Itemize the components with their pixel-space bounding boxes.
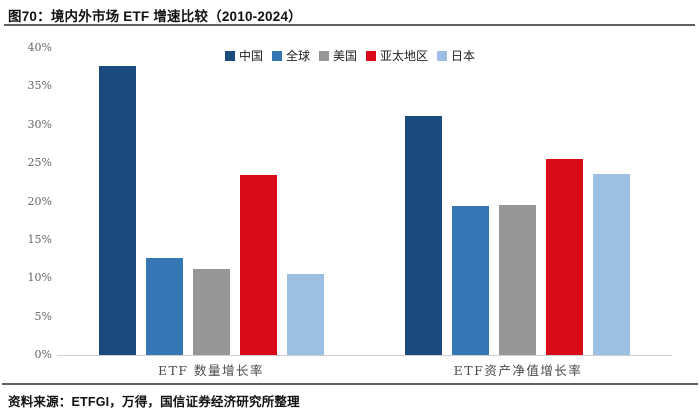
legend-item: 亚太地区: [366, 47, 428, 64]
footer-divider: [2, 383, 698, 385]
legend-item: 全球: [271, 47, 310, 64]
x-axis-label: ETF资产净值增长率: [453, 363, 583, 378]
legend-swatch: [437, 50, 448, 61]
title-divider: [4, 24, 695, 26]
legend-item: 中国: [224, 47, 263, 64]
legend-label: 亚太地区: [380, 49, 429, 63]
legend-swatch: [224, 50, 235, 61]
bar-日本: [593, 173, 630, 355]
legend-label: 美国: [332, 49, 357, 63]
source-note: 资料来源：ETFGI，万得，国信证券经济研究所整理: [8, 395, 300, 409]
bar-亚太地区: [546, 159, 583, 355]
legend-item: 日本: [437, 47, 475, 64]
bar-全球: [452, 206, 489, 355]
plot-area: [57, 48, 672, 356]
bar-亚太地区: [240, 174, 277, 355]
x-axis-label: ETF 数量增长率: [157, 363, 265, 378]
y-axis: 0% 5% 10% 15% 20% 25% 30% 35% 40%: [0, 41, 52, 361]
y-tick-label: 30%: [27, 117, 52, 131]
bar-chart: 中国 全球 美国 亚太地区 日本 0% 5% 10% 15% 20% 25% 30% 35% 40% E…: [0, 26, 700, 383]
y-tick-label: 35%: [27, 79, 52, 93]
bar-group: [99, 48, 324, 355]
legend-swatch: [271, 50, 282, 61]
x-axis-labels: ETF 数量增长率 ETF资产净值增长率: [57, 360, 672, 378]
bar-美国: [193, 269, 230, 355]
bar-中国: [99, 65, 136, 355]
bar-美国: [499, 204, 536, 355]
legend-swatch: [318, 50, 329, 61]
y-tick-label: 5%: [34, 309, 52, 323]
y-tick-label: 15%: [27, 232, 52, 246]
legend-item: 美国: [318, 47, 357, 64]
bar-group: [405, 48, 630, 355]
bar-日本: [287, 274, 324, 355]
bar-中国: [405, 115, 442, 355]
legend: 中国 全球 美国 亚太地区 日本: [0, 47, 700, 64]
y-tick-label: 20%: [27, 194, 52, 208]
legend-label: 中国: [238, 49, 263, 63]
y-tick-label: 25%: [27, 156, 52, 170]
legend-swatch: [366, 50, 376, 61]
bar-groups: [57, 48, 672, 355]
legend-label: 日本: [451, 49, 476, 63]
y-tick-label: 40%: [27, 41, 52, 54]
legend-label: 全球: [285, 49, 310, 63]
y-tick-label: 0%: [34, 348, 52, 361]
y-tick-label: 10%: [27, 271, 52, 285]
figure-title: 图70：境内外市场 ETF 增速比较（2010-2024）: [8, 9, 302, 24]
bar-全球: [146, 258, 183, 355]
